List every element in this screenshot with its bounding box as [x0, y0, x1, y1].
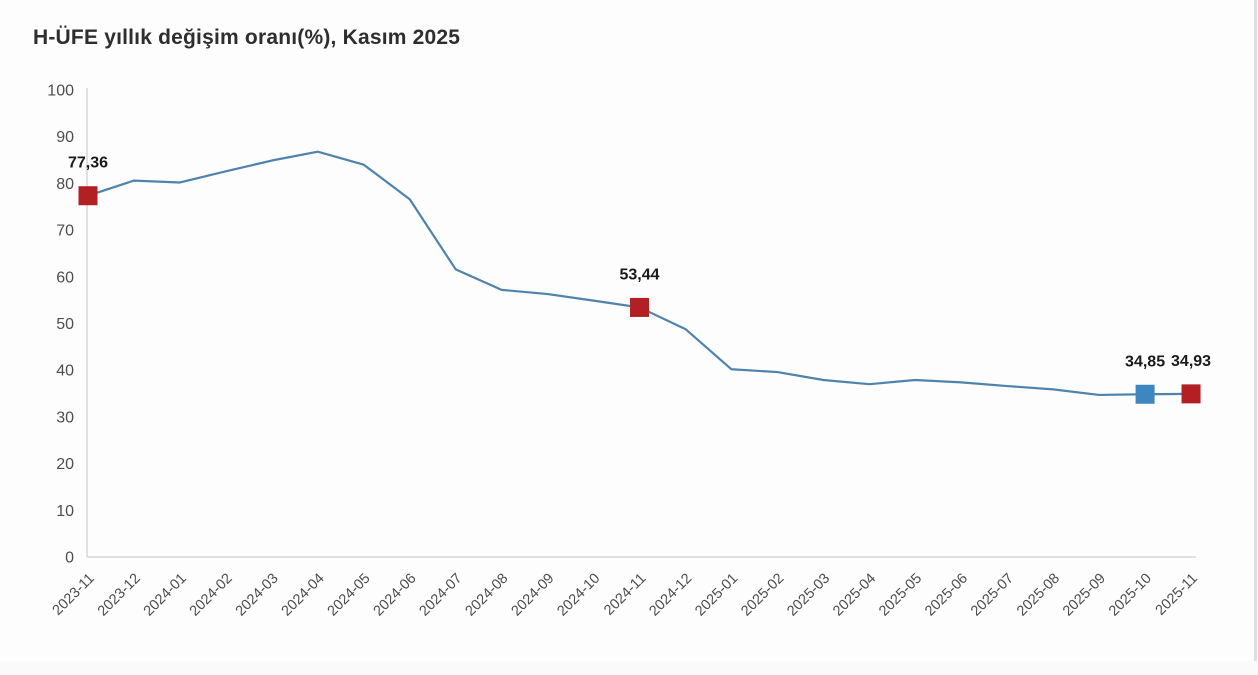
- x-tick-label: 2024-09: [508, 571, 557, 620]
- x-tick-label: 2024-03: [233, 571, 282, 620]
- y-tick-label: 20: [56, 456, 74, 473]
- x-tick-label: 2025-11: [1153, 571, 1201, 619]
- x-tick-label: 2025-07: [968, 571, 1017, 620]
- x-tick-label: 2025-10: [1106, 571, 1155, 620]
- point-label: 34,93: [1171, 353, 1211, 370]
- x-tick-label: 2024-08: [463, 571, 512, 620]
- data-marker-2023-11: [78, 186, 98, 206]
- x-tick-label: 2024-02: [187, 571, 236, 620]
- data-marker-2025-10: [1135, 384, 1155, 404]
- point-label: 34,85: [1125, 353, 1165, 370]
- x-tick-label: 2024-07: [417, 571, 466, 620]
- x-tick-label: 2025-05: [876, 571, 925, 620]
- point-label: 77,36: [68, 155, 108, 172]
- y-tick-label: 30: [56, 409, 74, 426]
- y-tick-label: 40: [56, 363, 74, 380]
- x-tick-label: 2025-02: [738, 571, 787, 620]
- y-tick-label: 70: [56, 223, 74, 240]
- x-tick-label: 2023-11: [50, 571, 98, 619]
- x-tick-label: 2025-01: [692, 571, 741, 620]
- point-label: 53,44: [619, 266, 659, 283]
- chart-title: H-ÜFE yıllık değişim oranı(%), Kasım 202…: [33, 26, 461, 49]
- x-tick-label: 2025-04: [830, 571, 879, 620]
- x-tick-label: 2024-12: [646, 571, 695, 620]
- x-tick-label: 2024-04: [279, 571, 328, 620]
- y-tick-label: 80: [56, 176, 74, 193]
- x-tick-label: 2024-01: [141, 571, 190, 620]
- x-tick-label: 2025-03: [784, 571, 833, 620]
- y-tick-label: 90: [56, 129, 74, 146]
- x-tick-label: 2025-08: [1014, 571, 1063, 620]
- x-tick-label: 2024-10: [554, 571, 603, 620]
- y-tick-label: 10: [56, 503, 74, 520]
- right-edge-line: [1254, 0, 1257, 675]
- x-tick-label: 2024-05: [325, 571, 374, 620]
- x-tick-label: 2025-06: [922, 571, 971, 620]
- x-tick-label: 2024-06: [371, 571, 420, 620]
- x-tick-label: 2025-09: [1060, 571, 1109, 620]
- x-tick-label: 2024-11: [601, 571, 649, 619]
- data-marker-2025-11: [1181, 384, 1201, 404]
- y-tick-label: 100: [47, 83, 74, 100]
- bottom-strip: [0, 661, 1258, 675]
- y-tick-label: 60: [56, 269, 74, 286]
- data-marker-2024-11: [630, 297, 650, 317]
- y-tick-label: 0: [65, 550, 74, 567]
- y-tick-label: 50: [56, 316, 74, 333]
- x-tick-label: 2023-12: [95, 571, 144, 620]
